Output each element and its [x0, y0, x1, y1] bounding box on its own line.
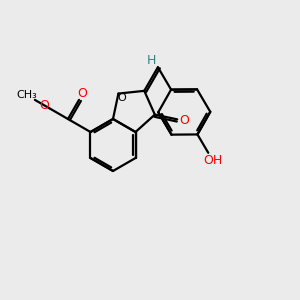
Text: CH₃: CH₃ [17, 90, 38, 100]
Text: O: O [117, 93, 126, 103]
Text: OH: OH [203, 154, 223, 167]
Text: O: O [179, 114, 189, 127]
Text: O: O [78, 87, 88, 100]
Text: H: H [147, 54, 156, 67]
Text: O: O [39, 99, 49, 112]
